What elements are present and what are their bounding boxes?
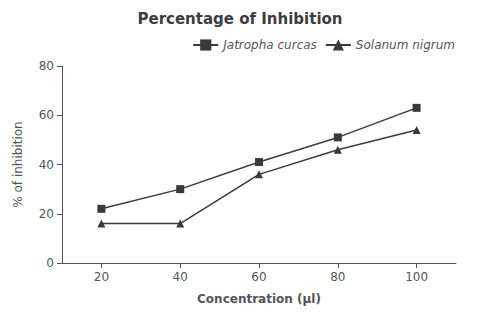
svg-text:60: 60: [251, 270, 266, 284]
svg-text:60: 60: [39, 108, 54, 122]
svg-text:40: 40: [39, 158, 54, 172]
svg-text:80: 80: [39, 59, 54, 73]
svg-text:Solanum nigrum: Solanum nigrum: [356, 38, 455, 52]
svg-text:0: 0: [46, 256, 54, 270]
svg-text:% of inhibition: % of inhibition: [11, 121, 25, 207]
svg-text:20: 20: [94, 270, 109, 284]
svg-text:20: 20: [39, 207, 54, 221]
svg-text:Concentration (μl): Concentration (μl): [197, 292, 321, 306]
svg-text:80: 80: [330, 270, 345, 284]
svg-text:100: 100: [405, 270, 428, 284]
svg-text:Percentage of Inhibition: Percentage of Inhibition: [137, 10, 342, 28]
svg-text:Jatropha curcas: Jatropha curcas: [221, 38, 317, 52]
svg-text:40: 40: [173, 270, 188, 284]
